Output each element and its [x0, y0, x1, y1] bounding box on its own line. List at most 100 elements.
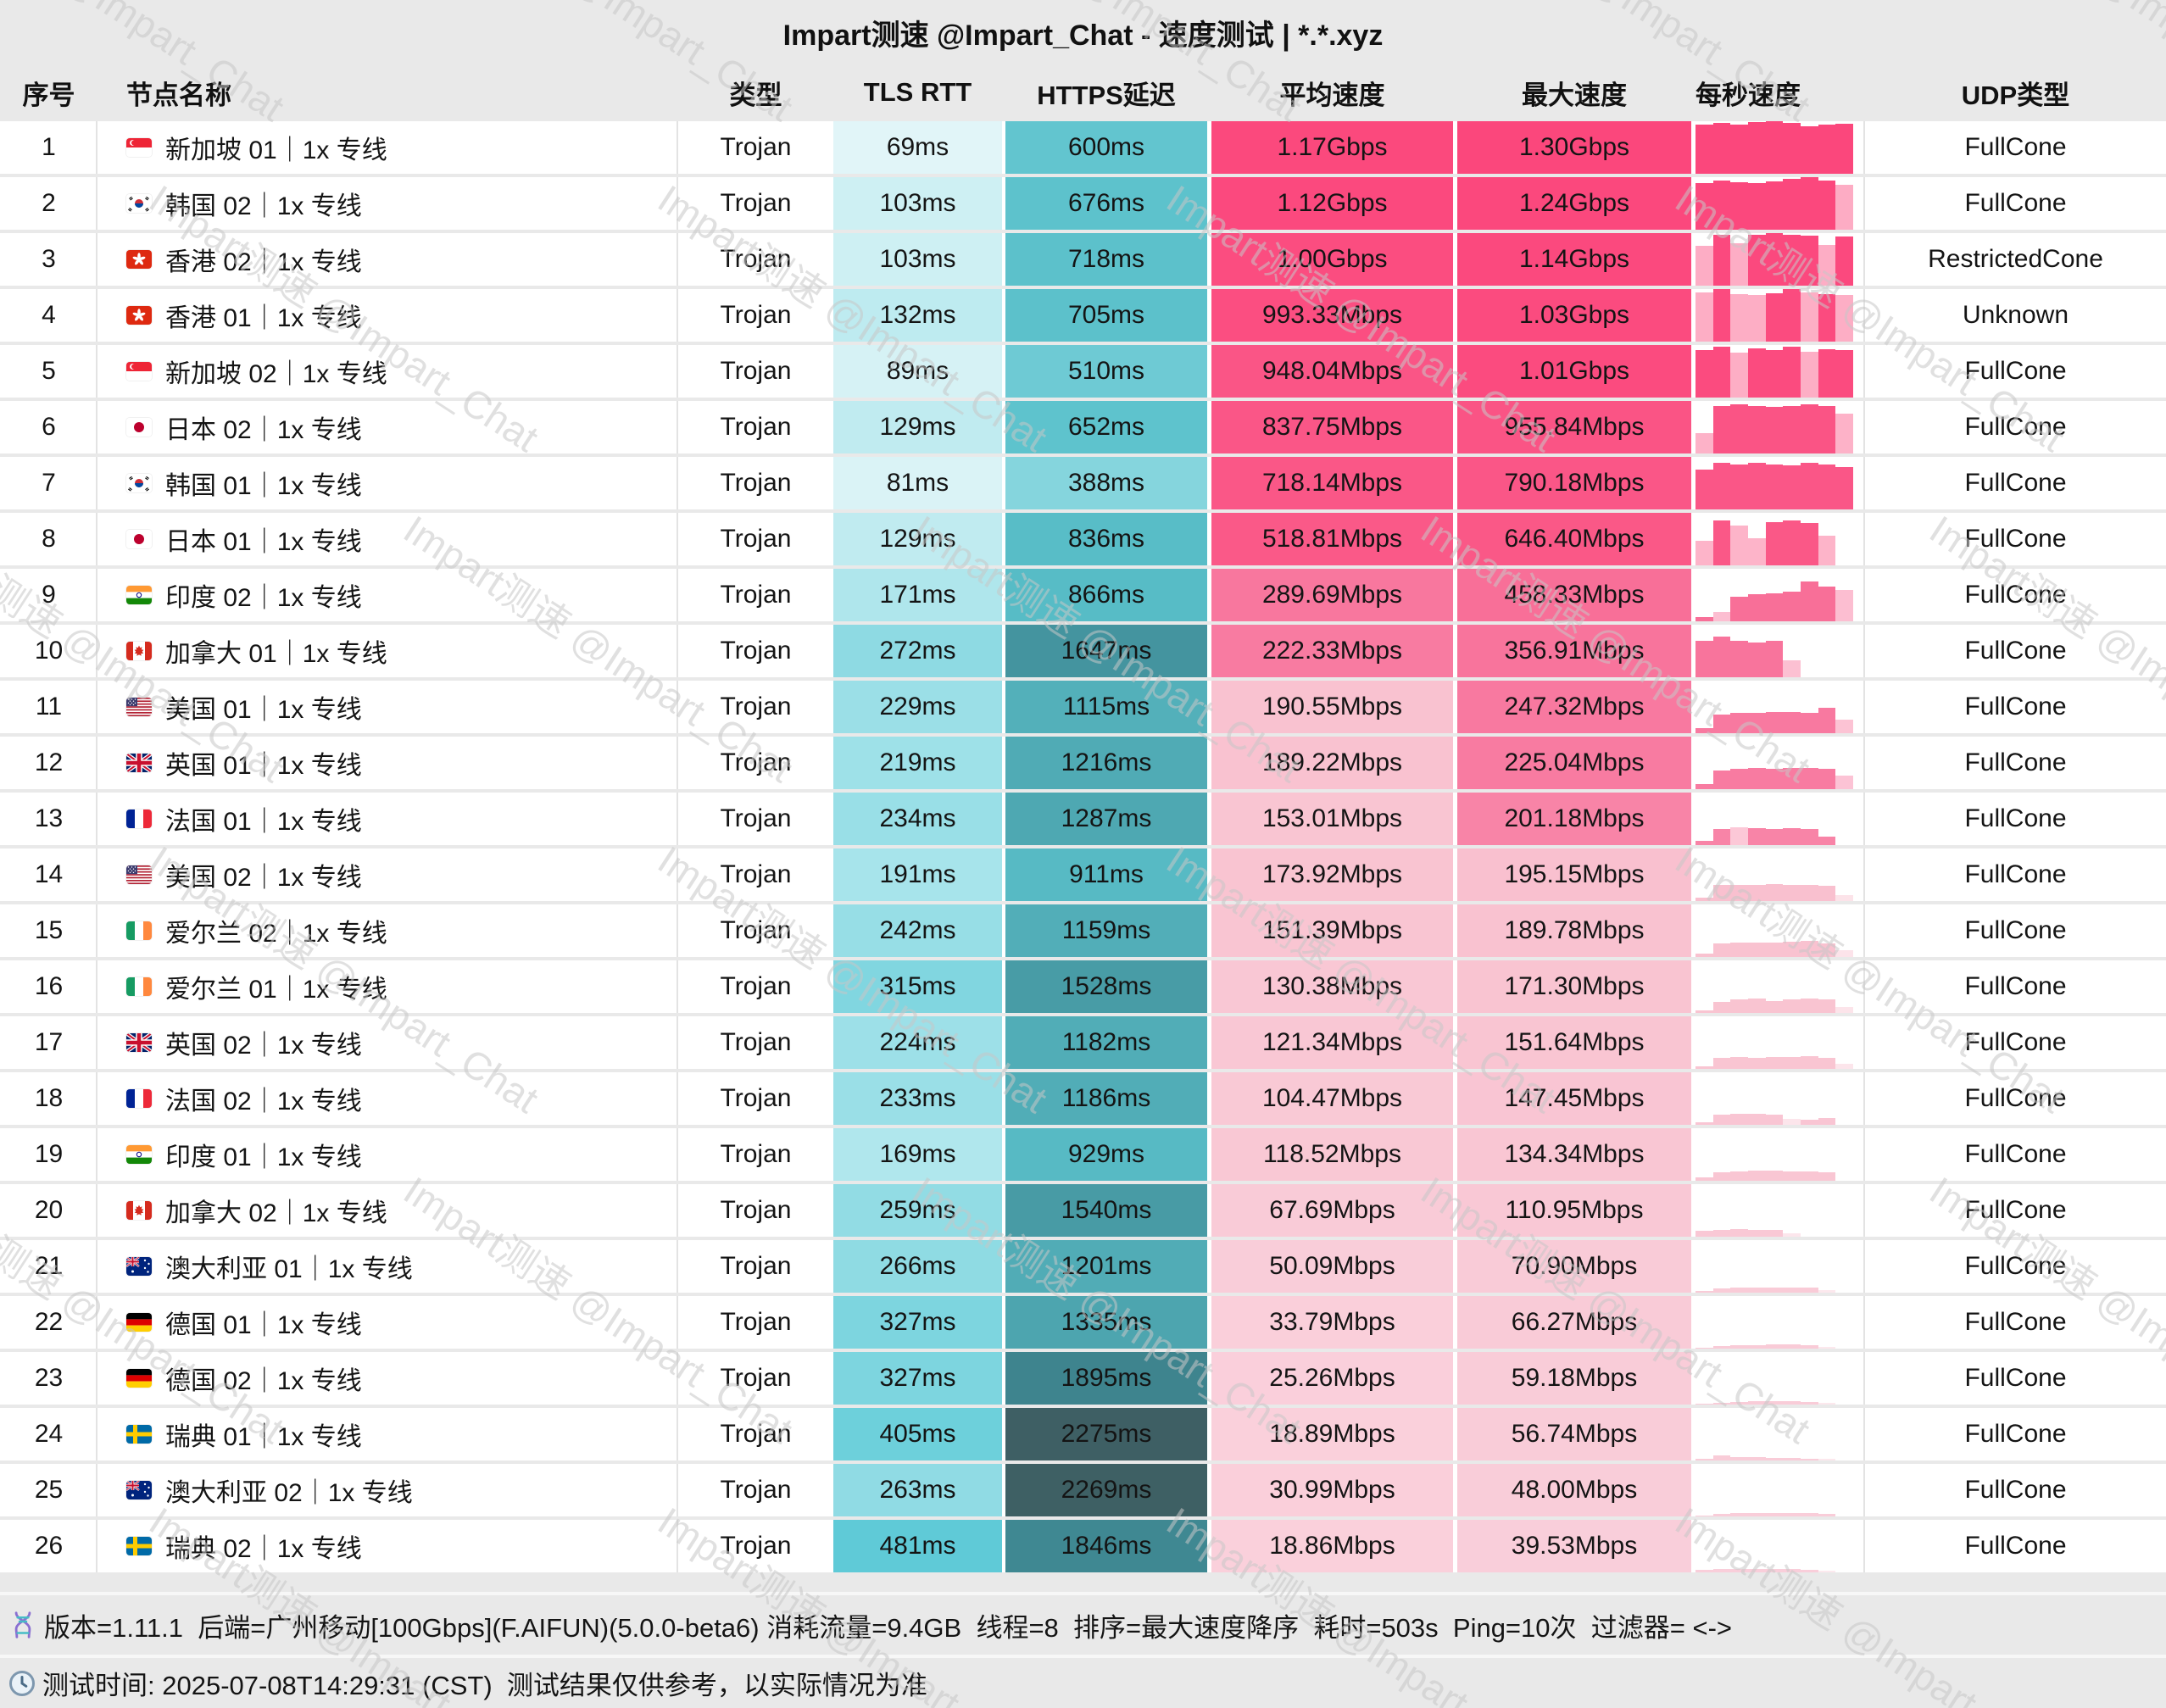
sparkline-bars [1695, 625, 1853, 677]
speed-sparkline [1695, 401, 1865, 453]
avg-speed-cell: 153.01Mbps [1211, 793, 1453, 845]
col-divider [96, 1184, 97, 1237]
avg-speed-cell: 151.39Mbps [1211, 904, 1453, 957]
sparkline-bar [1765, 711, 1784, 733]
sparkline-bar [1835, 589, 1853, 621]
protocol-type: Trojan [720, 413, 792, 441]
col-divider [96, 848, 97, 901]
dna-icon [7, 1609, 39, 1641]
speed-sparkline [1695, 960, 1865, 1013]
udp-type: FullCone [1964, 1028, 2067, 1056]
sparkline-bar [1765, 1344, 1784, 1349]
max-speed-cell: 66.27Mbps [1457, 1296, 1691, 1349]
speed-sparkline [1695, 848, 1865, 901]
sparkline-bar [1783, 405, 1801, 453]
sparkline-bar [1730, 640, 1748, 677]
col-divider [677, 848, 678, 901]
node-name: 新加坡 02｜1x 专线 [165, 360, 387, 388]
sparkline-bar [1818, 1459, 1836, 1460]
tls-rtt-cell: 405ms [833, 1408, 1002, 1460]
node-name: 韩国 02｜1x 专线 [165, 192, 362, 220]
row-index: 4 [42, 301, 56, 329]
udp-type: FullCone [1964, 1308, 2067, 1336]
node-name: 法国 02｜1x 专线 [165, 1088, 362, 1115]
col-divider [96, 1128, 97, 1181]
node-name: 英国 02｜1x 专线 [165, 1032, 362, 1060]
flag-fr-icon [126, 809, 152, 828]
sparkline-bar [1712, 611, 1731, 621]
avg-speed-cell: 948.04Mbps [1211, 345, 1453, 398]
max-speed-cell: 1.30Gbps [1457, 121, 1691, 174]
sparkline-bars [1695, 177, 1853, 230]
sparkline-bar [1747, 593, 1766, 621]
udp-type: FullCone [1964, 1364, 2067, 1392]
max-speed-cell: 171.30Mbps [1457, 960, 1691, 1013]
sparkline-bar [1730, 1568, 1748, 1572]
sparkline-bar [1835, 949, 1853, 957]
col-divider [1863, 457, 1865, 509]
node-name-cell: 爱尔兰 02｜1x 专线 [97, 904, 678, 957]
sparkline-bar [1818, 244, 1836, 286]
sparkline-bar [1712, 520, 1731, 565]
tls-rtt-cell: 266ms [833, 1240, 1002, 1293]
sparkline-bar [1765, 942, 1784, 957]
avg-speed-cell: 121.34Mbps [1211, 1016, 1453, 1069]
sparkline-bar [1747, 1287, 1766, 1293]
sparkline-bar [1712, 770, 1731, 789]
protocol-type: Trojan [720, 860, 792, 888]
max-speed-cell: 59.18Mbps [1457, 1352, 1691, 1405]
row-index: 24 [34, 1420, 64, 1448]
avg-speed-cell: 18.89Mbps [1211, 1408, 1453, 1460]
sparkline-bar [1747, 827, 1766, 845]
sparkline-bar [1730, 1113, 1748, 1125]
sparkline-bar [1747, 1057, 1766, 1069]
sparkline-bar [1800, 292, 1818, 342]
sparkline-bar [1800, 1171, 1818, 1181]
column-header-type: 类型 [729, 80, 782, 110]
col-divider [1863, 121, 1865, 174]
sparkline-bar [1695, 245, 1713, 286]
udp-type: FullCone [1964, 581, 2067, 609]
speed-sparkline [1695, 1408, 1865, 1460]
table-body: 1 新加坡 01｜1x 专线 Trojan 69ms 600ms 1.17Gbps 1.30… [0, 121, 2166, 1576]
udp-type: FullCone [1964, 916, 2067, 944]
sparkline-bar [1695, 617, 1713, 621]
col-divider [677, 457, 678, 509]
col-divider [96, 1352, 97, 1405]
udp-type: FullCone [1964, 748, 2067, 776]
sparkline-bar [1765, 233, 1784, 286]
sparkline-bar [1712, 884, 1731, 901]
sparkline-bar [1712, 828, 1731, 845]
flag-fr-icon [126, 1089, 152, 1108]
sparkline-bar [1695, 1458, 1713, 1460]
col-divider [677, 569, 678, 621]
node-name-cell: 澳大利亚 02｜1x 专线 [97, 1464, 678, 1516]
sparkline-bar [1712, 406, 1731, 453]
table-row: 15 爱尔兰 02｜1x 专线 Trojan 242ms 1159ms 151.39Mbp… [0, 904, 2166, 957]
col-divider [677, 1352, 678, 1405]
udp-type: Unknown [1962, 301, 2069, 329]
flag-de-icon [126, 1313, 152, 1332]
tls-rtt-cell: 169ms [833, 1128, 1002, 1181]
sparkline-bar [1712, 637, 1731, 677]
sparkline-bar [1765, 1171, 1784, 1181]
col-divider [96, 1464, 97, 1516]
sparkline-bar [1712, 1288, 1731, 1293]
sparkline-bar [1818, 587, 1836, 621]
tls-rtt-cell: 233ms [833, 1072, 1002, 1125]
col-divider [1863, 960, 1865, 1013]
https-latency-cell: 836ms [1005, 513, 1207, 565]
sparkline-bar [1712, 1568, 1731, 1572]
col-divider [96, 177, 97, 230]
col-divider [96, 625, 97, 677]
sparkline-bar [1800, 940, 1818, 957]
flag-ca-icon [126, 1201, 152, 1220]
sparkline-bar [1835, 719, 1853, 733]
sparkline-bar [1835, 413, 1853, 453]
table-row: 6 日本 02｜1x 专线 Trojan 129ms 652ms 837.75Mbps 95… [0, 401, 2166, 453]
flag-us-icon [126, 865, 152, 884]
col-divider [96, 401, 97, 453]
sparkline-bar [1818, 464, 1836, 509]
node-name: 澳大利亚 02｜1x 专线 [165, 1479, 413, 1507]
sparkline-bar [1765, 1115, 1784, 1125]
